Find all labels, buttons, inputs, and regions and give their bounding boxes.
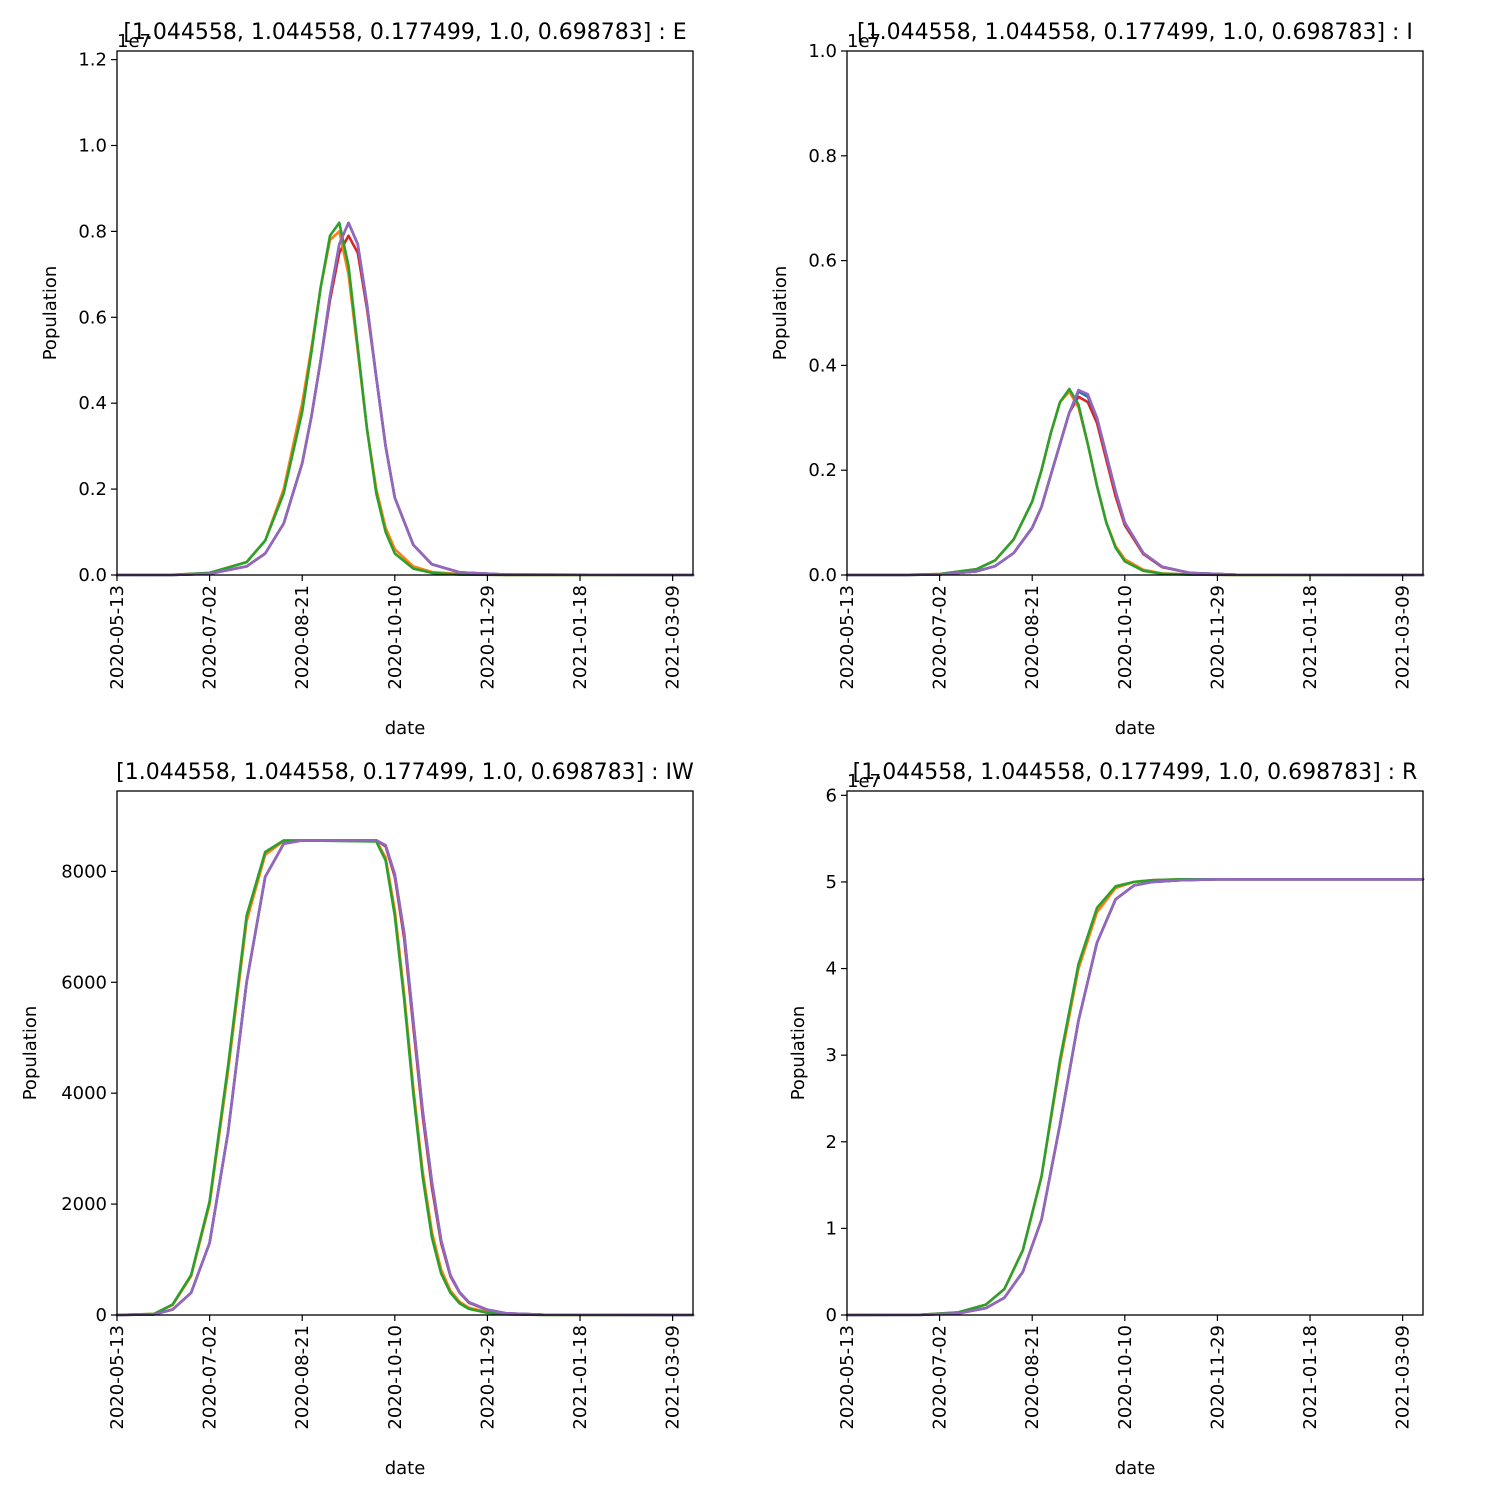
plot-frame: [116, 790, 694, 1316]
x-tick-label: 2020-10-10: [385, 1325, 406, 1430]
series-group: [115, 839, 695, 1317]
y-tick-label: 0.8: [78, 221, 107, 242]
x-tick-label: 2021-03-09: [663, 585, 684, 690]
y-tick-label: 1: [826, 1218, 837, 1239]
y-tick-label: 0.8: [808, 146, 837, 167]
y-tick-label: 0.4: [78, 393, 107, 414]
x-axis-label: date: [1115, 1458, 1156, 1479]
y-tick-label: 0: [96, 1305, 107, 1326]
chart-title: [1.044558, 1.044558, 0.177499, 1.0, 0.69…: [123, 20, 686, 45]
series-line-5: [115, 221, 695, 577]
y-axis-label: Population: [20, 1006, 41, 1101]
y-tick-label: 6: [826, 785, 837, 806]
x-tick-label: 2020-11-29: [1207, 1325, 1228, 1430]
x-tick-label: 2020-07-02: [200, 1325, 221, 1430]
y-tick-label: 1.2: [78, 50, 107, 71]
series-line-3: [845, 387, 1425, 577]
series-line-4: [115, 839, 695, 1317]
series-line-3: [115, 221, 695, 577]
series-line-1: [115, 839, 695, 1317]
y-axis-label: Population: [770, 266, 791, 361]
x-tick-label: 2020-05-13: [837, 1325, 858, 1430]
plot-frame: [846, 50, 1424, 576]
x-tick-label: 2021-01-18: [1300, 1325, 1321, 1430]
subplot-2: 2020-05-13 2020-07-02 2020-08-21 2020-10-10…: [770, 20, 1425, 739]
x-tick-label: 2020-05-13: [107, 1325, 128, 1430]
y-tick-label: 0.6: [808, 251, 837, 272]
x-tick-label: 2020-05-13: [837, 585, 858, 690]
x-tick-label: 2020-11-29: [477, 585, 498, 690]
y-tick-label: 0.6: [78, 307, 107, 328]
y-tick-label: 8000: [61, 861, 107, 882]
y-tick-label: 2000: [61, 1194, 107, 1215]
x-tick-label: 2020-11-29: [477, 1325, 498, 1430]
series-group: [845, 877, 1425, 1317]
x-tick-label: 2020-10-10: [1115, 585, 1136, 690]
series-line-5: [115, 839, 695, 1317]
series-line-4: [845, 877, 1425, 1317]
x-tick-label: 2020-07-02: [200, 585, 221, 690]
y-tick-label: 2: [826, 1132, 837, 1153]
x-tick-label: 2020-07-02: [930, 585, 951, 690]
y-tick-label: 0.0: [78, 565, 107, 586]
series-line-1: [845, 877, 1425, 1317]
x-tick-label: 2020-08-21: [292, 585, 313, 690]
x-tick-label: 2020-11-29: [1207, 585, 1228, 690]
series-group: [115, 221, 695, 577]
chart-title: [1.044558, 1.044558, 0.177499, 1.0, 0.69…: [116, 760, 694, 785]
y-tick-label: 0.2: [808, 460, 837, 481]
y-tick-label: 3: [826, 1045, 837, 1066]
series-line-5: [845, 388, 1425, 577]
subplot-3: 2020-05-13 2020-07-02 2020-08-21 2020-10-10…: [20, 760, 695, 1479]
series-line-5: [845, 877, 1425, 1317]
x-tick-label: 2020-05-13: [107, 585, 128, 690]
y-tick-label: 0.4: [808, 355, 837, 376]
y-offset-text: 1e7: [117, 31, 151, 52]
y-tick-label: 0: [826, 1305, 837, 1326]
x-tick-label: 2021-03-09: [663, 1325, 684, 1430]
y-tick-label: 4000: [61, 1083, 107, 1104]
x-tick-label: 2021-01-18: [1300, 585, 1321, 690]
series-line-2: [115, 839, 695, 1317]
series-line-2: [845, 877, 1425, 1317]
x-axis-label: date: [1115, 718, 1156, 739]
y-tick-label: 6000: [61, 972, 107, 993]
chart-title: [1.044558, 1.044558, 0.177499, 1.0, 0.69…: [853, 760, 1418, 785]
subplot-4: 2020-05-13 2020-07-02 2020-08-21 2020-10-10…: [788, 760, 1425, 1479]
plot-frame: [116, 50, 694, 576]
y-offset-text: 1e7: [847, 31, 881, 52]
subplot-1: 2020-05-13 2020-07-02 2020-08-21 2020-10-10…: [40, 20, 695, 739]
series-line-3: [115, 839, 695, 1317]
series-group: [845, 387, 1425, 577]
y-offset-text: 1e7: [847, 771, 881, 792]
x-tick-label: 2021-01-18: [570, 1325, 591, 1430]
y-tick-label: 1.0: [78, 135, 107, 156]
y-tick-label: 0.2: [78, 479, 107, 500]
x-tick-label: 2021-01-18: [570, 585, 591, 690]
series-line-4: [845, 390, 1425, 577]
y-axis-label: Population: [40, 266, 61, 361]
x-tick-label: 2020-10-10: [1115, 1325, 1136, 1430]
series-line-2: [845, 390, 1425, 577]
x-tick-label: 2021-03-09: [1393, 1325, 1414, 1430]
x-tick-label: 2021-03-09: [1393, 585, 1414, 690]
y-tick-label: 5: [826, 872, 837, 893]
x-tick-label: 2020-08-21: [292, 1325, 313, 1430]
x-axis-label: date: [385, 1458, 426, 1479]
x-axis-label: date: [385, 718, 426, 739]
plot-frame: [846, 790, 1424, 1316]
series-line-1: [845, 395, 1425, 577]
x-tick-label: 2020-07-02: [930, 1325, 951, 1430]
x-tick-label: 2020-10-10: [385, 585, 406, 690]
y-axis-label: Population: [788, 1006, 809, 1101]
y-tick-label: 0.0: [808, 565, 837, 586]
x-tick-label: 2020-08-21: [1022, 1325, 1043, 1430]
chart-title: [1.044558, 1.044558, 0.177499, 1.0, 0.69…: [857, 20, 1413, 45]
y-tick-label: 1.0: [808, 41, 837, 62]
y-tick-label: 4: [826, 959, 837, 980]
series-line-3: [845, 877, 1425, 1317]
x-tick-label: 2020-08-21: [1022, 585, 1043, 690]
